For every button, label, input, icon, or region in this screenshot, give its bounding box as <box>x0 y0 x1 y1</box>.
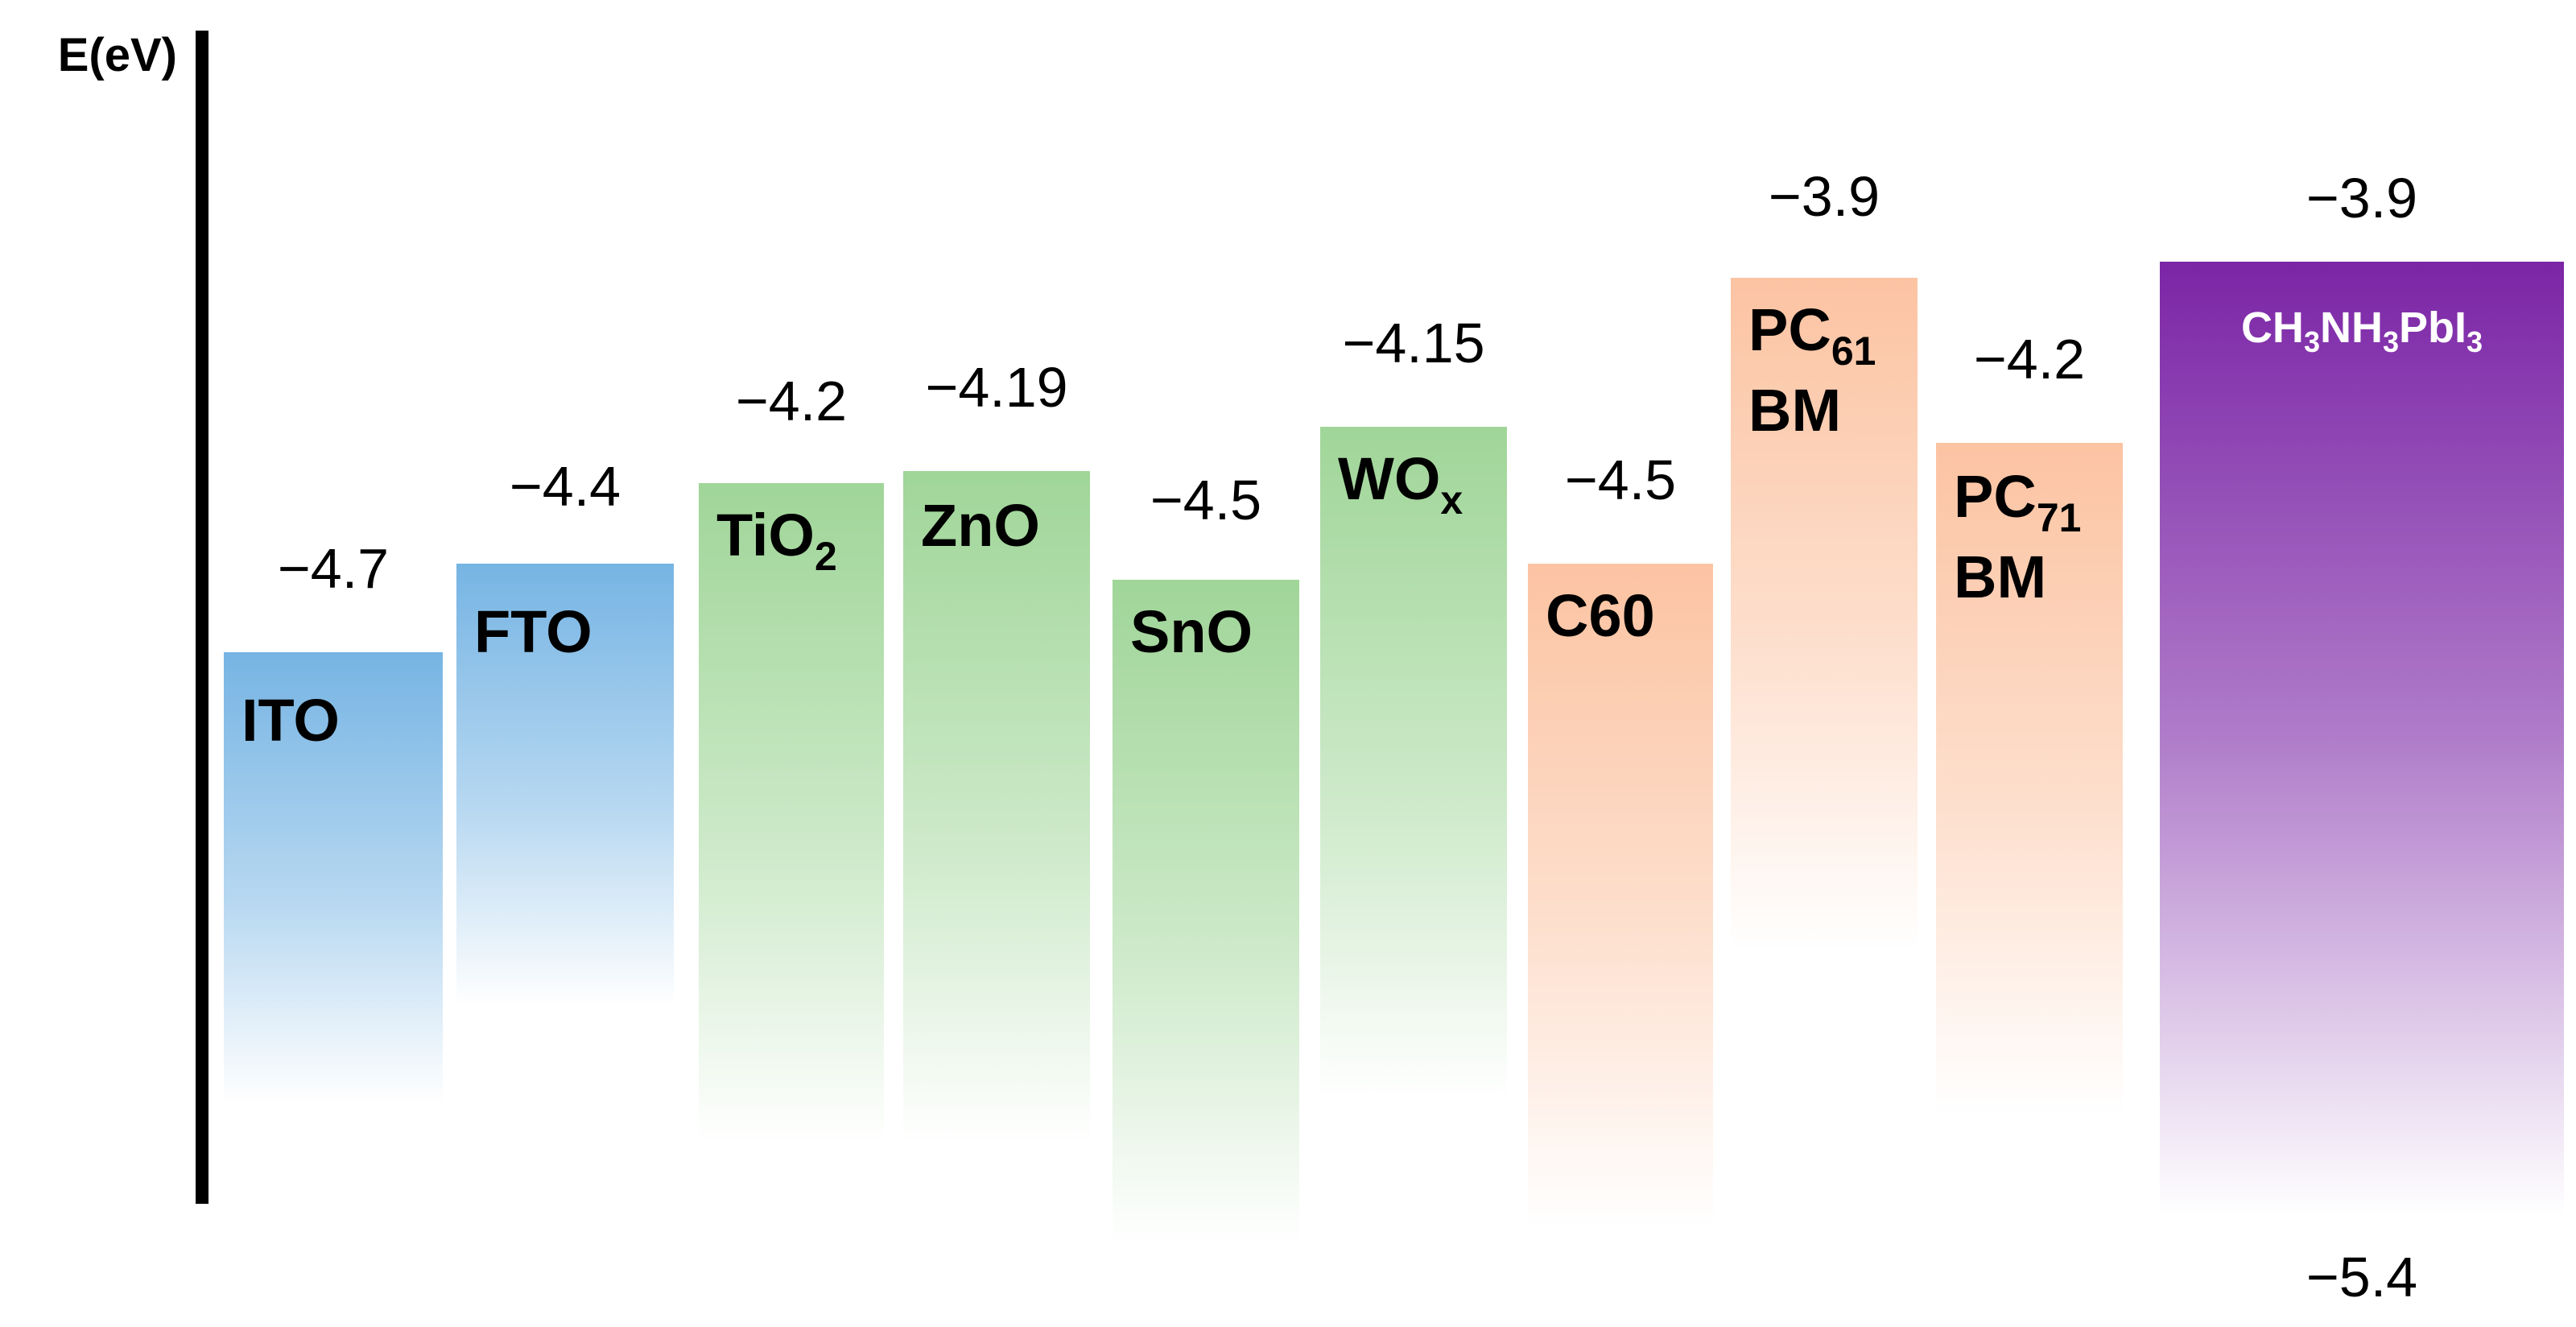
band-fto: −4.4 FTO <box>456 455 674 1007</box>
band-rect-sno <box>1113 580 1299 1244</box>
material-label-sno: SnO <box>1130 598 1253 665</box>
axis-label: E(eV) <box>58 29 177 81</box>
band-rect-ito <box>224 652 443 1103</box>
material-label-line2-pc71bm: BM <box>1954 544 2046 610</box>
material-label-perovskite: CH3NH3PbI3 <box>2241 304 2483 358</box>
band-rect-tio2 <box>699 483 884 1143</box>
energy-value-pc61bm: −3.9 <box>1769 165 1880 228</box>
material-label-c60: C60 <box>1546 582 1655 649</box>
material-label-ito: ITO <box>242 687 340 754</box>
material-label-wox: WOx <box>1338 445 1463 523</box>
energy-value-pc71bm: −4.2 <box>1974 328 2085 391</box>
energy-value-perovskite-bottom: −5.4 <box>2306 1246 2417 1308</box>
energy-value-tio2: −4.2 <box>736 370 847 432</box>
band-c60: −4.5 C60 <box>1528 449 1713 1228</box>
material-label-pc61bm: PC61 <box>1748 296 1876 374</box>
band-sno: −4.5 SnO <box>1113 469 1299 1244</box>
energy-value-ito: −4.7 <box>278 537 389 600</box>
perovskite-band: CH3NH3PbI3 −3.9 −5.4 <box>2160 167 2564 1308</box>
energy-value-fto: −4.4 <box>510 455 621 518</box>
energy-value-zno: −4.19 <box>925 356 1067 419</box>
energy-value-perovskite-top: −3.9 <box>2306 167 2417 229</box>
material-label-fto: FTO <box>474 598 592 665</box>
material-label-zno: ZnO <box>921 492 1040 559</box>
energy-value-sno: −4.5 <box>1150 469 1261 531</box>
band-rect-pc61bm <box>1731 278 1918 950</box>
material-label-tio2: TiO2 <box>716 502 837 579</box>
band-wox: −4.15 WOx <box>1320 312 1507 1099</box>
band-rect-zno <box>903 471 1090 1143</box>
band-rect-pc71bm <box>1936 443 2123 1115</box>
band-rect-c60 <box>1528 564 1713 1228</box>
energy-value-wox: −4.15 <box>1342 312 1484 374</box>
material-label-pc71bm: PC71 <box>1954 463 2081 540</box>
material-label-line2-pc61bm: BM <box>1748 377 1841 444</box>
band-tio2: −4.2 TiO2 <box>699 370 884 1143</box>
band-ito: −4.7 ITO <box>224 537 443 1103</box>
band-zno: −4.19 ZnO <box>903 356 1090 1143</box>
band-rect-wox <box>1320 427 1507 1099</box>
band-rect-fto <box>456 564 674 1007</box>
energy-value-c60: −4.5 <box>1565 449 1676 511</box>
band-rect-perovskite <box>2160 262 2564 1216</box>
